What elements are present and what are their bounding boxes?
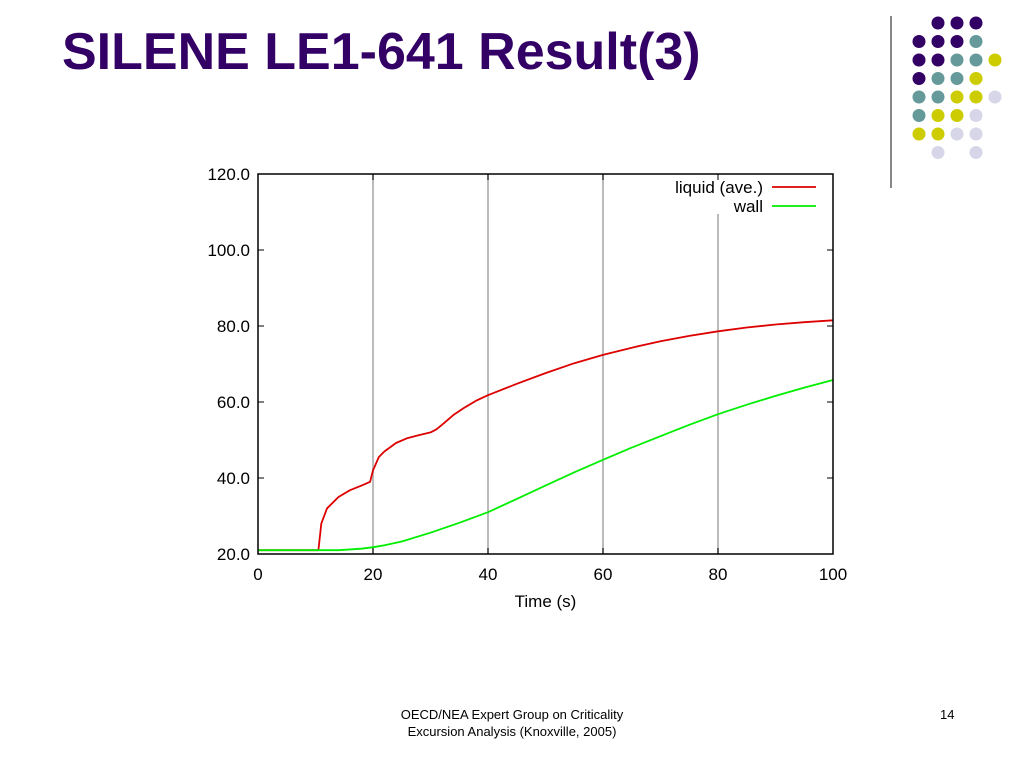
chart-ticks: 0 20 40 60 80 100 20.0 40.0 60.0 80.0 100.0 120.0	[207, 165, 847, 584]
series-line-liquid	[258, 319, 834, 552]
legend-label: wall	[733, 197, 763, 216]
chart-grid	[372, 174, 719, 554]
legend-label: liquid (ave.)	[675, 178, 763, 197]
x-tick-label: 60	[594, 565, 613, 584]
chart-legend: liquid (ave.)wall	[675, 178, 816, 216]
y-tick-label: 80.0	[217, 317, 250, 336]
footer-text-line1: OECD/NEA Expert Group on Criticality	[400, 707, 624, 722]
x-tick-label: 40	[479, 565, 498, 584]
page-number: 14	[940, 707, 955, 722]
y-tick-label: 60.0	[217, 393, 250, 412]
y-tick-label: 20.0	[217, 545, 250, 564]
x-tick-label: 20	[364, 565, 383, 584]
x-tick-label: 100	[819, 565, 847, 584]
y-tick-label: 100.0	[207, 241, 250, 260]
y-tick-label: 120.0	[207, 165, 250, 184]
x-axis-label: Time (s)	[515, 592, 577, 611]
line-chart: 0 20 40 60 80 100 20.0 40.0 60.0 80.0 100.0 120.0 T…	[207, 165, 847, 611]
plot-frame	[257, 173, 834, 555]
footer-text-line2: Excursion Analysis (Knoxville, 2005)	[407, 724, 617, 739]
slide-title: SILENE LE1-641 Result(3)	[62, 23, 701, 81]
decorative-divider	[890, 16, 892, 188]
y-tick-label: 40.0	[217, 469, 250, 488]
x-tick-label: 80	[709, 565, 728, 584]
chart-series-layer	[258, 319, 834, 552]
x-tick-label: 0	[253, 565, 262, 584]
series-line-wall	[258, 379, 834, 552]
